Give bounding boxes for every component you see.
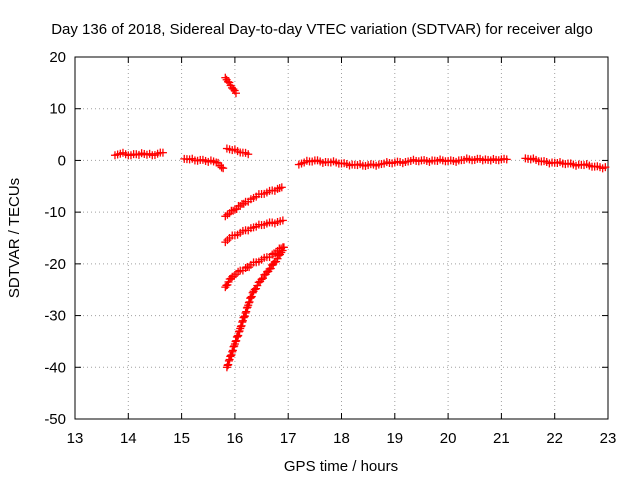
data-point: [241, 263, 250, 272]
series-arc-1: [110, 148, 167, 160]
x-tick-label: 17: [280, 430, 297, 447]
data-point: [226, 351, 235, 360]
data-point: [258, 274, 267, 283]
grid: [75, 57, 608, 419]
data-point: [246, 294, 255, 303]
data-point: [236, 322, 245, 331]
data-point: [245, 297, 254, 306]
data-point: [239, 199, 248, 208]
x-tick-label: 23: [600, 430, 617, 447]
data-point: [502, 155, 511, 164]
series-arc-8: [222, 243, 288, 372]
data-point: [229, 206, 238, 215]
data-point: [223, 236, 232, 245]
series-arc-5: [221, 183, 286, 221]
data-point: [231, 337, 240, 346]
x-tick-label: 16: [227, 430, 244, 447]
series-arc-2: [180, 154, 228, 173]
data-point: [601, 163, 610, 172]
x-tick-label: 18: [333, 430, 350, 447]
y-tick-label: -50: [44, 411, 66, 428]
series-arc-7: [221, 243, 287, 292]
data-point: [234, 331, 243, 340]
x-axis-label: GPS time / hours: [284, 458, 398, 475]
x-tick-label: 22: [546, 430, 563, 447]
y-tick-label: 20: [49, 49, 66, 66]
data-point: [223, 361, 232, 370]
data-point: [237, 321, 246, 330]
y-tick-label: -40: [44, 359, 66, 376]
data-point: [246, 293, 255, 302]
data-point: [230, 341, 239, 350]
series-arc-10: [521, 154, 610, 173]
data-point: [242, 307, 251, 316]
data-point: [232, 332, 241, 341]
data-point: [244, 298, 253, 307]
data-point: [277, 248, 286, 257]
x-tick-label: 15: [173, 430, 190, 447]
data-point: [279, 243, 288, 252]
x-tick-label: 21: [493, 430, 510, 447]
data-point: [232, 336, 241, 345]
data-point: [244, 150, 253, 159]
data-point: [278, 216, 287, 225]
data-point: [238, 318, 247, 327]
data-point: [247, 292, 256, 301]
chart-title: Day 136 of 2018, Sidereal Day-to-day VTE…: [51, 21, 593, 38]
data-point: [239, 313, 248, 322]
data-point: [224, 356, 233, 365]
data-point: [229, 85, 238, 94]
data-point: [257, 275, 266, 284]
data-point: [266, 264, 275, 273]
data-point: [268, 250, 277, 259]
data-point: [243, 303, 252, 312]
data-points: [110, 73, 610, 372]
data-point: [223, 210, 232, 219]
series-arc-6: [221, 216, 287, 247]
data-point: [217, 163, 226, 172]
x-tick-label: 13: [67, 430, 84, 447]
data-point: [241, 308, 250, 317]
x-tick-label: 14: [120, 430, 137, 447]
y-tick-label: -30: [44, 308, 66, 325]
axis-ticks: 13 14 15 16 17 18 19 20 21 22 23 -50 -40 -30 -20 -10 0 10…: [44, 49, 616, 447]
data-point: [224, 360, 233, 369]
y-tick-label: -10: [44, 204, 66, 221]
y-tick-label: 0: [58, 152, 66, 169]
data-point: [228, 346, 237, 355]
x-tick-label: 19: [386, 430, 403, 447]
data-point: [231, 89, 240, 98]
x-tick-label: 20: [440, 430, 457, 447]
y-tick-label: 10: [49, 101, 66, 118]
series-arc-9: [294, 154, 511, 170]
data-point: [226, 352, 235, 361]
y-axis-label: SDTVAR / TECUs: [6, 178, 23, 298]
data-point: [219, 164, 228, 173]
y-tick-label: -20: [44, 256, 66, 273]
data-point: [158, 148, 167, 157]
series-arc-4: [222, 144, 253, 159]
data-point: [221, 238, 230, 247]
data-point: [233, 332, 242, 341]
series-arc-3: [221, 73, 240, 98]
data-point: [228, 347, 237, 356]
data-point: [240, 312, 249, 321]
data-point: [230, 272, 239, 281]
data-point: [277, 183, 286, 192]
